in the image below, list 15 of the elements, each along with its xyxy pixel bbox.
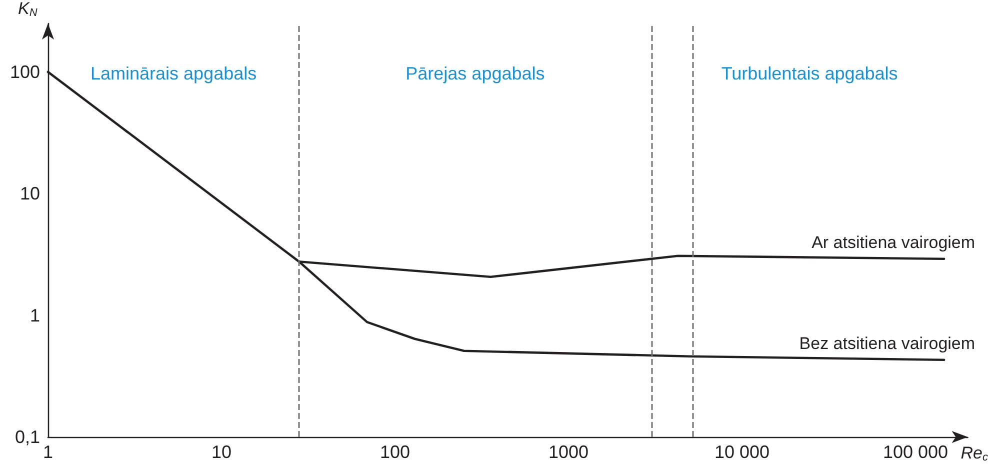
y-tick-label: 100 bbox=[10, 62, 40, 82]
x-tick-label: 1000 bbox=[548, 442, 589, 462]
annotation: Laminārais apgabals bbox=[90, 64, 257, 84]
y-tick-label: 0,1 bbox=[14, 427, 40, 447]
y-tick-label: 1 bbox=[30, 305, 40, 326]
annotation: Pārejas apgabals bbox=[406, 64, 545, 84]
x-tick-label: 100 000 bbox=[883, 442, 948, 462]
x-tick-label: 10 bbox=[211, 442, 232, 462]
x-tick-label: 10 000 bbox=[714, 442, 770, 462]
x-tick-label: 1 bbox=[42, 442, 54, 462]
series-label: Ar atsitiena vairogiem bbox=[812, 232, 976, 252]
x-tick-label: 100 bbox=[380, 442, 410, 462]
annotation: Turbulentais apgabals bbox=[721, 64, 898, 84]
series-label: Bez atsitiena vairogiem bbox=[799, 334, 976, 353]
y-tick-label: 10 bbox=[20, 184, 40, 204]
